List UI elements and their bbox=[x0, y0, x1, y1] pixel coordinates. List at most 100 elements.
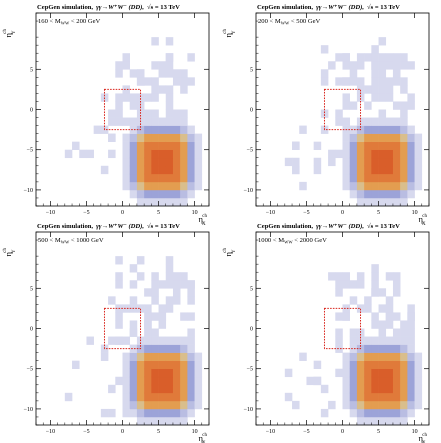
heatmap-bin bbox=[194, 368, 203, 378]
heatmap-bin bbox=[158, 384, 167, 394]
heatmap-bin bbox=[194, 376, 203, 386]
heatmap-halo-bin bbox=[342, 312, 351, 321]
heatmap-bin bbox=[180, 344, 188, 353]
heatmap-halo-bin bbox=[129, 93, 138, 102]
heatmap-bin bbox=[356, 165, 365, 175]
heatmap-bin bbox=[349, 173, 358, 183]
heatmap-halo-bin bbox=[364, 53, 372, 62]
heatmap-sparse-bin bbox=[328, 61, 336, 70]
heatmap-sparse-bin bbox=[320, 109, 329, 118]
heatmap-sparse-bin bbox=[328, 272, 336, 281]
heatmap-bin bbox=[144, 157, 152, 167]
heatmap-sparse-bin bbox=[356, 53, 365, 62]
heatmap-bin bbox=[349, 352, 358, 361]
heatmap-halo-bin bbox=[400, 109, 408, 118]
heatmap-halo-bin bbox=[151, 272, 159, 281]
heatmap-bin bbox=[364, 376, 372, 386]
heatmap-bin bbox=[129, 125, 138, 134]
heatmap-bin bbox=[385, 173, 394, 183]
heatmap-bin bbox=[187, 181, 195, 191]
header-sqrt: √ bbox=[367, 222, 371, 230]
heatmap-halo-bin bbox=[407, 312, 415, 321]
heatmap-bin bbox=[129, 141, 138, 151]
heatmap-halo-bin bbox=[385, 312, 394, 321]
heatmap-bin bbox=[172, 181, 181, 191]
heatmap-bin bbox=[407, 149, 415, 159]
heatmap-bin bbox=[165, 392, 174, 402]
heatmap-bin bbox=[158, 189, 167, 199]
heatmap-sparse-bin bbox=[79, 149, 87, 159]
heatmap-bin bbox=[158, 165, 167, 175]
heatmap-halo-bin bbox=[356, 304, 365, 313]
heatmap-bin bbox=[392, 197, 401, 207]
heatmap-bin bbox=[172, 165, 181, 175]
heatmap-bin bbox=[144, 344, 152, 353]
header-generator: CepGen simulation, bbox=[257, 4, 313, 11]
heatmap-bin bbox=[349, 189, 358, 199]
heatmap-sparse-bin bbox=[108, 384, 116, 394]
heatmap-halo-bin bbox=[371, 53, 379, 62]
heatmap-bin bbox=[371, 141, 379, 151]
heatmap-sparse-bin bbox=[392, 328, 401, 337]
heatmap-halo-bin bbox=[129, 320, 138, 329]
heatmap-bin bbox=[385, 165, 394, 175]
heatmap-halo-bin bbox=[407, 101, 415, 110]
heatmap-bin bbox=[165, 189, 174, 199]
heatmap-bin bbox=[144, 336, 152, 345]
x-tick-label: −10 bbox=[46, 210, 55, 216]
heatmap-halo-bin bbox=[356, 272, 365, 281]
y-tick-label: 5 bbox=[250, 286, 253, 292]
heatmap-bin bbox=[342, 133, 351, 142]
heatmap-halo-bin bbox=[371, 85, 379, 94]
heatmap-bin bbox=[392, 125, 401, 134]
x-axis-label-sup: ch bbox=[202, 214, 207, 219]
heatmap-sparse-bin bbox=[284, 157, 293, 167]
heatmap-bin bbox=[122, 384, 131, 394]
header-process: γγ→W⁺W⁻ (DD), bbox=[316, 223, 364, 230]
heatmap-sparse-bin bbox=[371, 69, 379, 78]
range-text: 1000 < M bbox=[258, 237, 284, 244]
heatmap-halo-bin bbox=[385, 296, 394, 305]
heatmap-bin bbox=[172, 400, 181, 410]
heatmap-bin bbox=[151, 376, 159, 386]
heatmap-bin bbox=[349, 181, 358, 191]
heatmap-halo-bin bbox=[392, 288, 401, 297]
heatmap-bin bbox=[371, 416, 379, 426]
heatmap-bin bbox=[378, 416, 387, 426]
heatmap-sparse-bin bbox=[306, 376, 314, 386]
heatmap-bin bbox=[180, 197, 188, 207]
heatmap-bin bbox=[356, 360, 365, 370]
heatmap-sparse-bin bbox=[299, 125, 307, 134]
heatmap-sparse-bin bbox=[93, 125, 102, 134]
heatmap-bin bbox=[180, 117, 188, 126]
heatmap-bin bbox=[129, 368, 138, 378]
selection-box bbox=[323, 307, 362, 350]
heatmap-bin bbox=[378, 376, 387, 386]
heatmap-halo-bin bbox=[392, 312, 401, 321]
heatmap-halo-bin bbox=[187, 328, 195, 337]
heatmap-halo-bin bbox=[335, 336, 343, 345]
heatmap-bin bbox=[364, 416, 372, 426]
heatmap-sparse-bin bbox=[165, 37, 174, 46]
heatmap-bin bbox=[400, 181, 408, 191]
heatmap-bin bbox=[392, 141, 401, 151]
heatmap-bin bbox=[392, 368, 401, 378]
heatmap-halo-bin bbox=[407, 61, 415, 70]
heatmap-halo-bin bbox=[400, 328, 408, 337]
heatmap-bin bbox=[385, 392, 394, 402]
heatmap-bin bbox=[158, 400, 167, 410]
heatmap-bin bbox=[342, 165, 351, 175]
heatmap-bin bbox=[144, 141, 152, 151]
heatmap-sparse-bin bbox=[151, 328, 159, 337]
heatmap-sparse-bin bbox=[100, 352, 109, 361]
heatmap-bin bbox=[342, 181, 351, 191]
heatmap-bin bbox=[356, 157, 365, 167]
y-tick-label: −5 bbox=[27, 148, 33, 154]
heatmap-bin bbox=[151, 189, 159, 199]
heatmap-halo-bin bbox=[129, 296, 138, 305]
heatmap-bin bbox=[122, 360, 131, 370]
heatmap-halo-bin bbox=[144, 77, 152, 86]
range-text: 200 < M bbox=[258, 18, 281, 25]
heatmap-halo-bin bbox=[400, 53, 408, 62]
heatmap-bin bbox=[180, 408, 188, 418]
